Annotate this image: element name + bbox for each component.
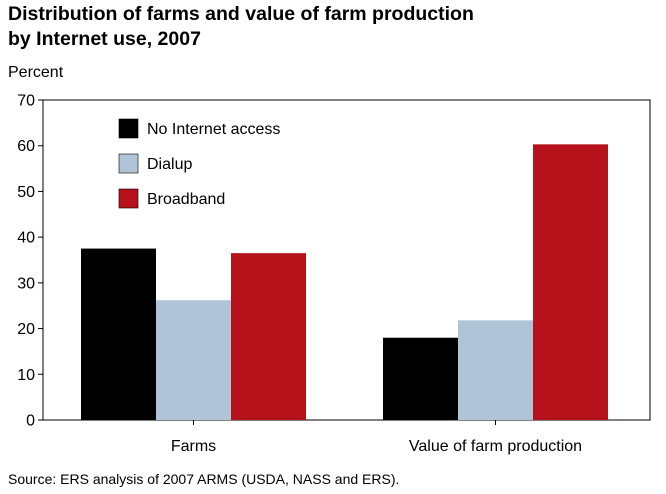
legend-swatch [118, 118, 139, 139]
legend-swatch [118, 188, 139, 209]
legend-label: Dialup [147, 156, 192, 173]
plot-frame [42, 99, 651, 421]
bar [533, 144, 608, 421]
y-tick-label: 0 [26, 413, 35, 430]
y-tick-label: 50 [17, 184, 35, 201]
y-tick-label: 20 [17, 321, 35, 338]
source-note: Source: ERS analysis of 2007 ARMS (USDA,… [8, 471, 400, 487]
chart-title-line-2: by Internet use, 2007 [8, 28, 201, 50]
y-tick-label: 60 [17, 138, 35, 155]
legend-label: No Internet access [147, 121, 280, 138]
y-axis-label: Percent [8, 64, 64, 81]
bar [81, 248, 156, 420]
chart-title-line-1: Distribution of farms and value of farm … [8, 3, 474, 25]
legend-swatch [118, 153, 139, 174]
y-tick-label: 10 [17, 367, 35, 384]
x-tick-label: Farms [171, 438, 216, 455]
axes: 0 10 20 30 40 50 60 70 Farms Value of farm produc… [17, 93, 651, 455]
chart-title: Distribution of farms and value of farm … [8, 2, 474, 52]
legend: No Internet access Dialup Broadband [118, 118, 280, 209]
y-tick-label: 70 [17, 93, 35, 110]
bar [231, 253, 306, 420]
x-tick-label: Value of farm production [409, 438, 582, 455]
legend-label: Broadband [147, 191, 225, 208]
bars [81, 144, 608, 421]
y-tick-label: 30 [17, 275, 35, 292]
y-tick-label: 40 [17, 230, 35, 247]
bar [458, 320, 533, 420]
bar [383, 337, 458, 420]
bar [156, 300, 231, 420]
